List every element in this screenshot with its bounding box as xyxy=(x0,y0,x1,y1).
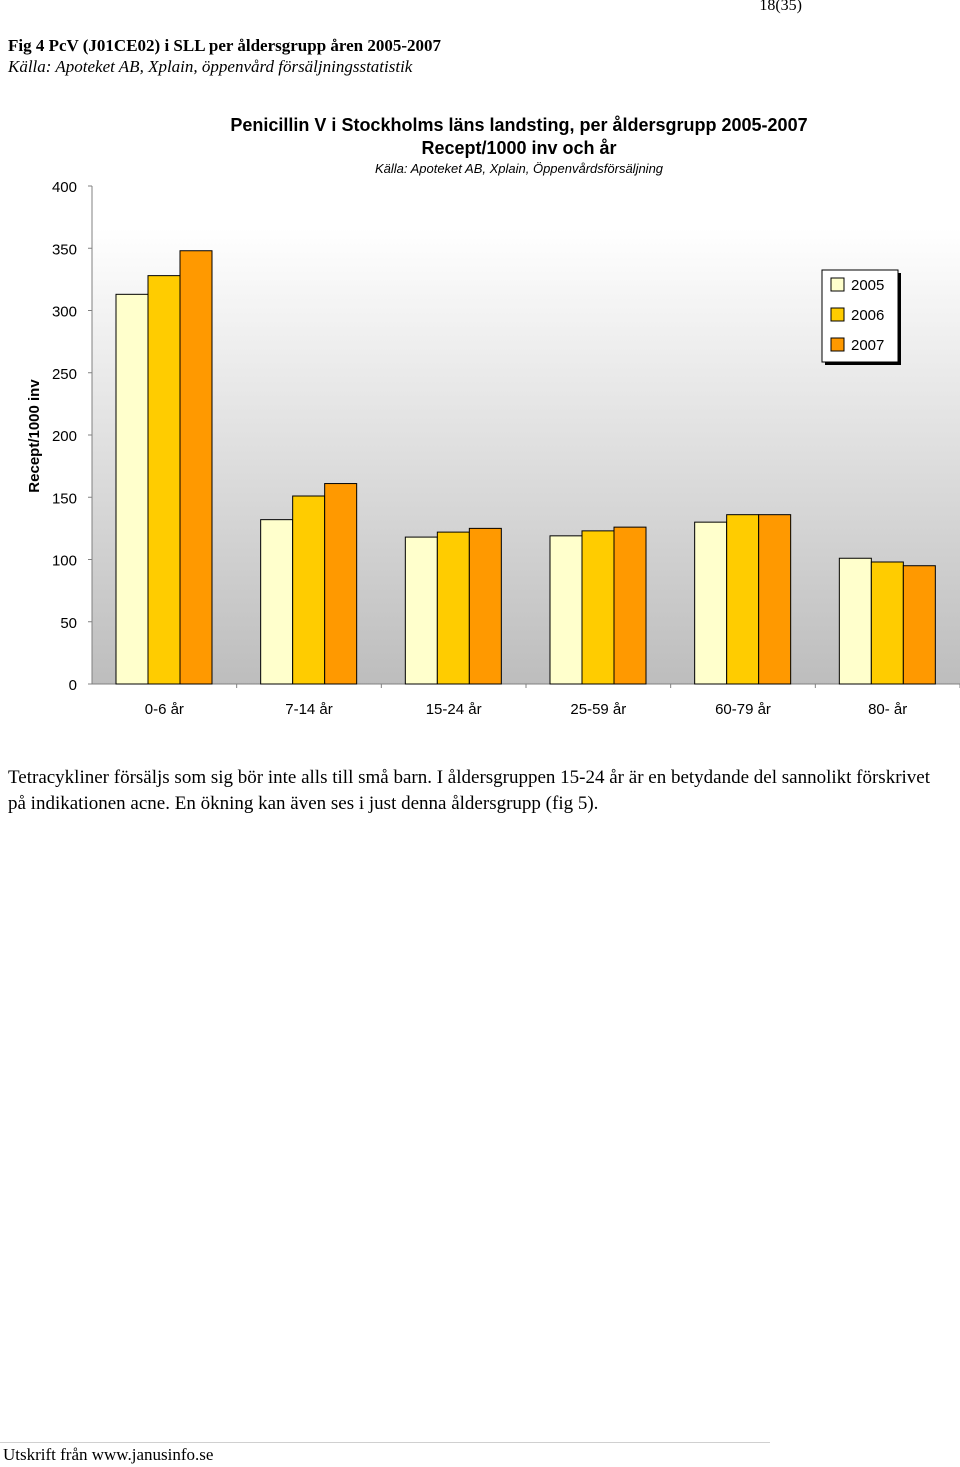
legend-label: 2007 xyxy=(851,337,884,354)
bar-2005-4 xyxy=(694,521,728,685)
legend-swatch-2006 xyxy=(830,307,845,322)
plot-header xyxy=(92,186,960,228)
bar-2006-5 xyxy=(870,561,904,685)
legend-swatch-2005 xyxy=(830,277,845,292)
y-axis-label: Recept/1000 inv xyxy=(26,379,43,493)
legend-label: 2006 xyxy=(851,307,884,324)
x-tick-label: 15-24 år xyxy=(426,701,482,718)
bar-2005-3 xyxy=(549,535,583,685)
bar-2007-1 xyxy=(324,483,358,685)
x-tick-label: 7-14 år xyxy=(285,701,333,718)
page-number: 18(35) xyxy=(759,0,802,14)
bar-2006-1 xyxy=(292,495,326,685)
bar-2007-0 xyxy=(179,250,213,685)
y-tick-label: 150 xyxy=(52,490,77,507)
bar-2006-4 xyxy=(726,514,760,685)
bar-2005-0 xyxy=(115,293,149,685)
bar-chart: Penicillin V i Stockholms läns landsting… xyxy=(26,115,960,718)
legend-label: 2005 xyxy=(851,277,884,294)
bar-2006-2 xyxy=(436,531,470,685)
y-tick-label: 350 xyxy=(52,241,77,258)
x-tick-label: 60-79 år xyxy=(715,701,771,718)
bar-2007-5 xyxy=(902,565,936,685)
bar-2005-5 xyxy=(838,557,872,685)
y-tick-label: 400 xyxy=(52,179,77,196)
footer-divider xyxy=(0,1442,770,1443)
chart-title: Penicillin V i Stockholms läns landsting… xyxy=(230,115,807,135)
bar-2007-3 xyxy=(613,526,647,685)
y-tick-label: 100 xyxy=(52,553,77,570)
y-tick-label: 250 xyxy=(52,366,77,383)
bar-2006-3 xyxy=(581,530,615,685)
y-tick-label: 0 xyxy=(69,677,77,694)
footer-text: Utskrift från www.janusinfo.se xyxy=(3,1445,214,1464)
y-tick-label: 50 xyxy=(60,615,77,632)
chart-subtitle: Recept/1000 inv och år xyxy=(421,138,616,158)
bar-2007-2 xyxy=(468,527,502,685)
plot-area xyxy=(92,228,960,684)
chart-source-note: Källa: Apoteket AB, Xplain, Öppenvårdsfö… xyxy=(375,161,664,176)
y-tick-label: 300 xyxy=(52,304,77,321)
figure-source: Källa: Apoteket AB, Xplain, öppenvård fö… xyxy=(8,57,413,76)
y-tick-label: 200 xyxy=(52,428,77,445)
bar-2005-2 xyxy=(404,536,438,685)
bar-2006-0 xyxy=(147,275,181,685)
legend-swatch-2007 xyxy=(830,337,845,352)
bar-2007-4 xyxy=(758,514,792,685)
bar-2005-1 xyxy=(260,519,294,685)
x-tick-label: 0-6 år xyxy=(145,701,184,718)
figure-title: Fig 4 PcV (J01CE02) i SLL per åldersgrup… xyxy=(8,36,442,55)
x-tick-label: 80- år xyxy=(868,701,907,718)
body-paragraph: Tetracykliner försäljs som sig bör inte … xyxy=(8,767,931,814)
x-tick-label: 25-59 år xyxy=(570,701,626,718)
